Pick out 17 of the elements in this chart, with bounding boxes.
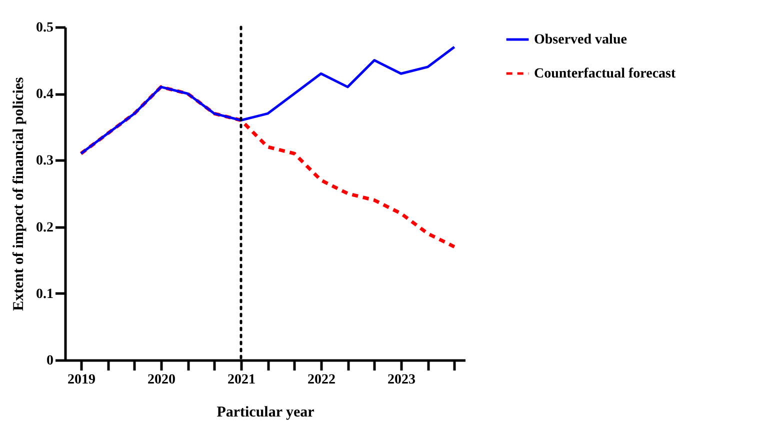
line-series: [79, 85, 456, 249]
y-tick-label: 0.5: [36, 20, 54, 36]
y-tick-label: 0.1: [36, 286, 54, 302]
line-series: [80, 46, 456, 155]
legend-label: Counterfactual forecast: [534, 66, 676, 82]
legend-label: Observed value: [534, 32, 627, 48]
x-tick-label: 2022: [308, 372, 336, 388]
y-tick-label: 0.3: [36, 154, 54, 169]
y-tick-label: 0.4: [36, 87, 54, 102]
x-tick-label: 2019: [68, 372, 96, 388]
x-tick-label: 2021: [228, 372, 256, 388]
x-tick-label: 2020: [148, 372, 176, 388]
y-tick-label: 0.2: [36, 220, 54, 236]
y-axis-title: Extent of impact of financial policies: [11, 76, 27, 311]
x-axis-title: Particular year: [216, 404, 315, 420]
x-tick-label: 2023: [388, 372, 416, 388]
y-tick-label: 0: [46, 354, 54, 368]
